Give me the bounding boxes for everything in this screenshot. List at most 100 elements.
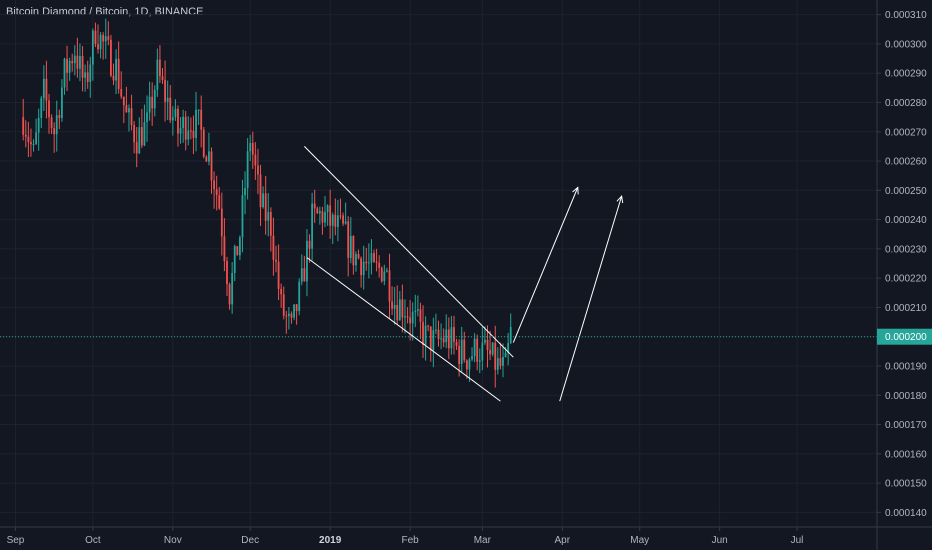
candle-body [218,195,221,209]
candle-body [86,72,89,82]
price-tick-label: 0.000220 [885,274,927,285]
candle-body [427,325,430,327]
candle-body [30,142,32,145]
candle-body [128,108,130,113]
time-tick-label: Sep [7,535,25,546]
candle-body [362,261,365,276]
candle-body [200,109,203,130]
candle-body [254,154,257,166]
candle-body [321,211,324,223]
candle-body [79,56,81,69]
candle-body [401,299,404,318]
candle-body [442,338,445,343]
candle-body [125,105,128,113]
candle-body [388,270,391,302]
candle-body [53,128,56,135]
candle-body [213,180,215,190]
candle-body [344,221,347,224]
candle-body [386,270,388,272]
candle-body [161,76,164,80]
candle-body [337,215,339,227]
candle-body [143,122,146,146]
candle-body [91,30,94,65]
candle-body [311,203,314,249]
candle-body [476,338,479,362]
candle-body [453,327,455,342]
grid [0,0,877,527]
candle-body [241,195,244,238]
candle-body [166,97,169,102]
candle-body [32,144,35,146]
candle-body [342,215,344,224]
projection-arrow-2-head [616,195,624,204]
candle-body [424,325,427,345]
candle-body [259,174,262,208]
candle-body [432,330,435,351]
candle-body [367,262,370,264]
candle-body [210,151,213,181]
candle-body [99,34,102,50]
candle-body [507,343,510,354]
candle-body [189,130,192,132]
candle-body [233,246,236,273]
time-tick-label: 2019 [319,535,342,546]
candle-body [414,310,417,313]
candle-body [280,288,283,295]
candle-body [391,301,393,309]
candle-body [135,142,138,154]
price-axis[interactable]: 0.000310 0.000300 0.000290 0.000280 0.000270… [877,10,927,519]
candle-body [440,338,442,340]
candle-body [269,211,272,236]
price-tick-label: 0.000180 [885,391,927,402]
candle-body [262,193,265,208]
candle-body [324,212,326,223]
candle-body [406,316,409,318]
time-tick-label: Oct [85,535,101,546]
candle-body [398,299,401,321]
price-tick-label: 0.000250 [885,186,927,197]
price-tick-label: 0.000280 [885,98,927,109]
candle-body [437,329,440,339]
candle-body [81,56,84,78]
time-tick-label: Apr [555,535,571,546]
candle-body [104,36,107,42]
candle-body [102,34,105,42]
candle-body [151,96,154,109]
candle-body [182,116,185,129]
candle-body [478,360,481,362]
price-tick-label: 0.000170 [885,420,927,431]
candle-body [267,211,270,221]
candle-body [228,284,231,305]
candle-body [409,317,412,324]
candle-body [383,271,386,282]
candle-body [76,55,79,69]
candle-body [48,100,50,118]
candles [22,18,512,388]
time-axis[interactable]: Sep Oct Nov Dec 2019 Feb Mar Apr May Jun Jul [7,527,804,546]
candle-body [404,316,406,318]
candle-body [347,221,350,258]
candle-body [140,127,143,146]
candle-body [360,258,363,276]
candle-body [226,261,228,285]
candle-body [473,338,476,357]
candle-body [115,58,117,81]
candle-body [460,339,463,365]
candle-body [455,341,458,346]
candle-body [37,117,40,133]
candle-body [484,339,486,343]
candle-body [215,189,218,196]
candle-body [287,313,290,316]
candle-body [468,359,471,370]
candle-body [411,312,414,324]
candle-body [244,188,246,196]
price-tick-label: 0.000300 [885,39,927,50]
candle-body [208,151,210,162]
candle-body [380,267,383,282]
candle-body [197,109,200,111]
candle-body [84,72,87,78]
candle-body [246,151,249,189]
candle-body [331,214,334,226]
price-tick-label: 0.000160 [885,449,927,460]
